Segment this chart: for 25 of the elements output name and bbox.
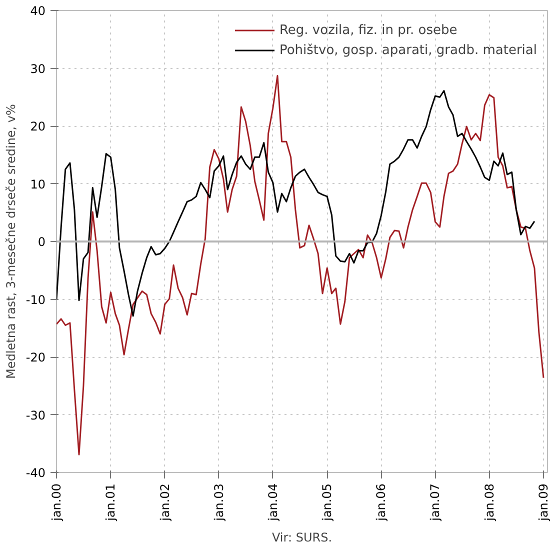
x-tick-label: jan.05 — [320, 483, 334, 522]
y-axis-title: Medletna rast, 3-mesečne drseče sredine, v% — [4, 104, 18, 379]
x-tick-label: jan.07 — [428, 483, 442, 522]
legend-label: Reg. vozila, fiz. in pr. osebe — [279, 22, 458, 38]
y-tick-label: 40 — [30, 4, 46, 18]
x-tick-label: jan.00 — [50, 483, 64, 522]
y-tick-label: 20 — [30, 120, 46, 134]
y-tick-label: 10 — [30, 177, 46, 192]
x-tick-label: jan.02 — [158, 483, 172, 522]
line-series — [56, 90, 536, 317]
legend-label: Pohištvo, gosp. aparati, gradb. material — [279, 42, 537, 58]
y-tick-label: 0 — [38, 235, 46, 249]
x-tick-label: jan.04 — [266, 483, 280, 522]
y-tick-label: 30 — [30, 62, 46, 76]
x-tick-label: jan.01 — [104, 483, 118, 522]
x-tick-label: jan.09 — [536, 483, 550, 522]
x-tick-label: jan.08 — [482, 483, 496, 522]
y-tick-label: -10 — [26, 292, 46, 307]
y-tick-label: -20 — [26, 350, 46, 364]
y-tick-label: -40 — [26, 466, 46, 480]
text: Vir: SURS. — [272, 530, 332, 544]
x-tick-label: jan.06 — [374, 483, 388, 522]
line-series — [56, 75, 544, 456]
x-tick-label: jan.03 — [212, 483, 226, 522]
y-tick-label: -30 — [26, 408, 46, 422]
